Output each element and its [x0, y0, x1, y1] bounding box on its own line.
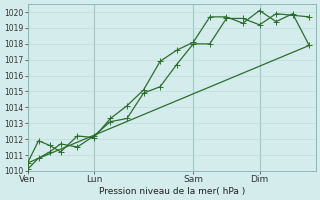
X-axis label: Pression niveau de la mer( hPa ): Pression niveau de la mer( hPa ) — [99, 187, 245, 196]
